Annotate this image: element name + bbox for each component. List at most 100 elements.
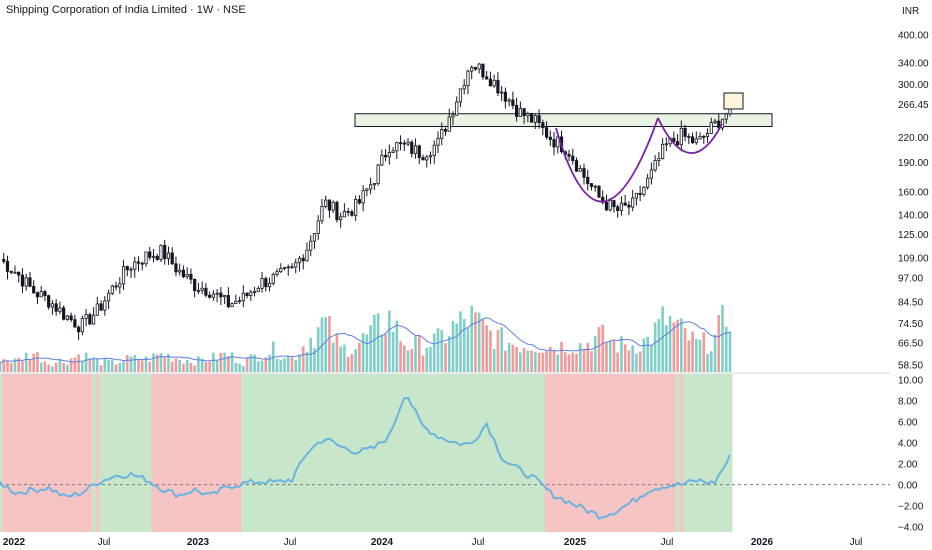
osc-bear-band xyxy=(181,374,186,532)
resistance-zone[interactable] xyxy=(354,113,773,127)
osc-bear-band xyxy=(1,374,7,532)
candle-down xyxy=(402,142,406,145)
volume-bar xyxy=(395,320,399,372)
volume-bar xyxy=(451,320,455,372)
volume-bar xyxy=(425,347,429,372)
volume-bar xyxy=(369,325,372,372)
osc-bull-band xyxy=(436,374,441,532)
osc-bull-band xyxy=(361,374,366,532)
osc-bull-band xyxy=(443,374,448,532)
osc-bull-band xyxy=(121,374,127,532)
volume-bar xyxy=(567,354,571,372)
volume-bar xyxy=(114,364,118,372)
volume-bar xyxy=(324,317,328,372)
candle-down xyxy=(488,78,493,87)
osc-bear-band xyxy=(570,374,576,532)
candle-up xyxy=(500,91,504,94)
volume-bar xyxy=(212,352,215,372)
osc-bull-band xyxy=(720,374,725,532)
volume-bar xyxy=(653,322,657,372)
candle-down xyxy=(383,154,388,158)
osc-bear-band xyxy=(230,374,235,532)
volume-bar xyxy=(515,347,518,372)
osc-bear-band xyxy=(222,374,228,532)
volume-bar xyxy=(279,359,283,372)
osc-bull-band xyxy=(716,374,722,532)
osc-bear-band xyxy=(31,374,37,532)
volume-bar xyxy=(185,359,189,372)
candle-down xyxy=(327,199,332,211)
volume-bar xyxy=(77,354,80,372)
candle-up xyxy=(309,240,313,251)
candle-up xyxy=(462,85,466,90)
candle-down xyxy=(473,67,478,70)
candle-up xyxy=(470,67,474,72)
volume-bar xyxy=(717,315,721,372)
osc-bull-band xyxy=(286,374,291,532)
osc-bear-band xyxy=(226,374,231,532)
candle-down xyxy=(148,251,152,258)
volume-bar xyxy=(140,360,144,372)
volume-bar xyxy=(563,352,567,372)
volume-bar xyxy=(107,360,110,372)
candle-up xyxy=(679,127,683,146)
candle-up xyxy=(533,115,537,123)
volume-bar xyxy=(402,345,406,372)
candle-up xyxy=(698,135,702,140)
osc-bull-band xyxy=(312,374,317,532)
volume-bar xyxy=(167,354,170,372)
osc-tick-label: 4.00 xyxy=(898,438,918,449)
candle-up xyxy=(354,199,358,216)
volume-bar xyxy=(28,359,32,372)
candle-down xyxy=(410,141,414,154)
volume-bar xyxy=(440,330,444,372)
candle-up xyxy=(477,63,481,70)
volume-bar xyxy=(339,346,342,372)
volume-bar xyxy=(66,364,69,372)
candle-down xyxy=(62,307,66,320)
osc-bear-band xyxy=(61,374,67,532)
candle-down xyxy=(574,160,579,172)
osc-bull-band xyxy=(454,374,460,532)
osc-bull-band xyxy=(428,374,433,532)
candle-down xyxy=(88,314,92,325)
volume-bar xyxy=(260,360,264,372)
osc-bull-band xyxy=(481,374,486,532)
candle-up xyxy=(84,314,88,320)
time-month-label: Jul xyxy=(850,537,863,548)
osc-bull-band xyxy=(683,374,688,532)
volume-bar xyxy=(268,354,271,372)
osc-bear-band xyxy=(43,374,48,532)
volume-bar xyxy=(608,341,612,372)
osc-bear-band xyxy=(166,374,171,532)
price-tick-label: 109.00 xyxy=(898,254,929,265)
candle-down xyxy=(529,113,534,123)
candle-down xyxy=(35,292,40,298)
volume-bar xyxy=(496,329,500,372)
candle-up xyxy=(646,177,650,188)
osc-bear-band xyxy=(615,374,621,532)
candle-up xyxy=(106,292,111,302)
osc-bull-band xyxy=(709,374,714,532)
volume-bar xyxy=(283,358,286,372)
volume-bar xyxy=(504,350,507,372)
volume-bar xyxy=(552,349,556,372)
osc-bull-band xyxy=(102,374,108,532)
volume-bar xyxy=(54,362,58,372)
volume-bar xyxy=(32,353,36,372)
price-tick-label: 74.50 xyxy=(898,319,923,330)
volume-bar xyxy=(616,352,620,372)
osc-bull-band xyxy=(260,374,265,532)
volume-bar xyxy=(92,357,95,372)
volume-bar xyxy=(320,317,324,372)
volume-bar xyxy=(298,354,301,372)
candle-up xyxy=(275,271,279,275)
osc-tick-label: 8.00 xyxy=(898,396,918,407)
candle-up xyxy=(249,291,253,296)
candle-up xyxy=(237,300,242,303)
candle-up xyxy=(324,199,328,207)
osc-bull-band xyxy=(421,374,426,532)
candle-down xyxy=(17,271,21,276)
candle-down xyxy=(114,285,118,288)
